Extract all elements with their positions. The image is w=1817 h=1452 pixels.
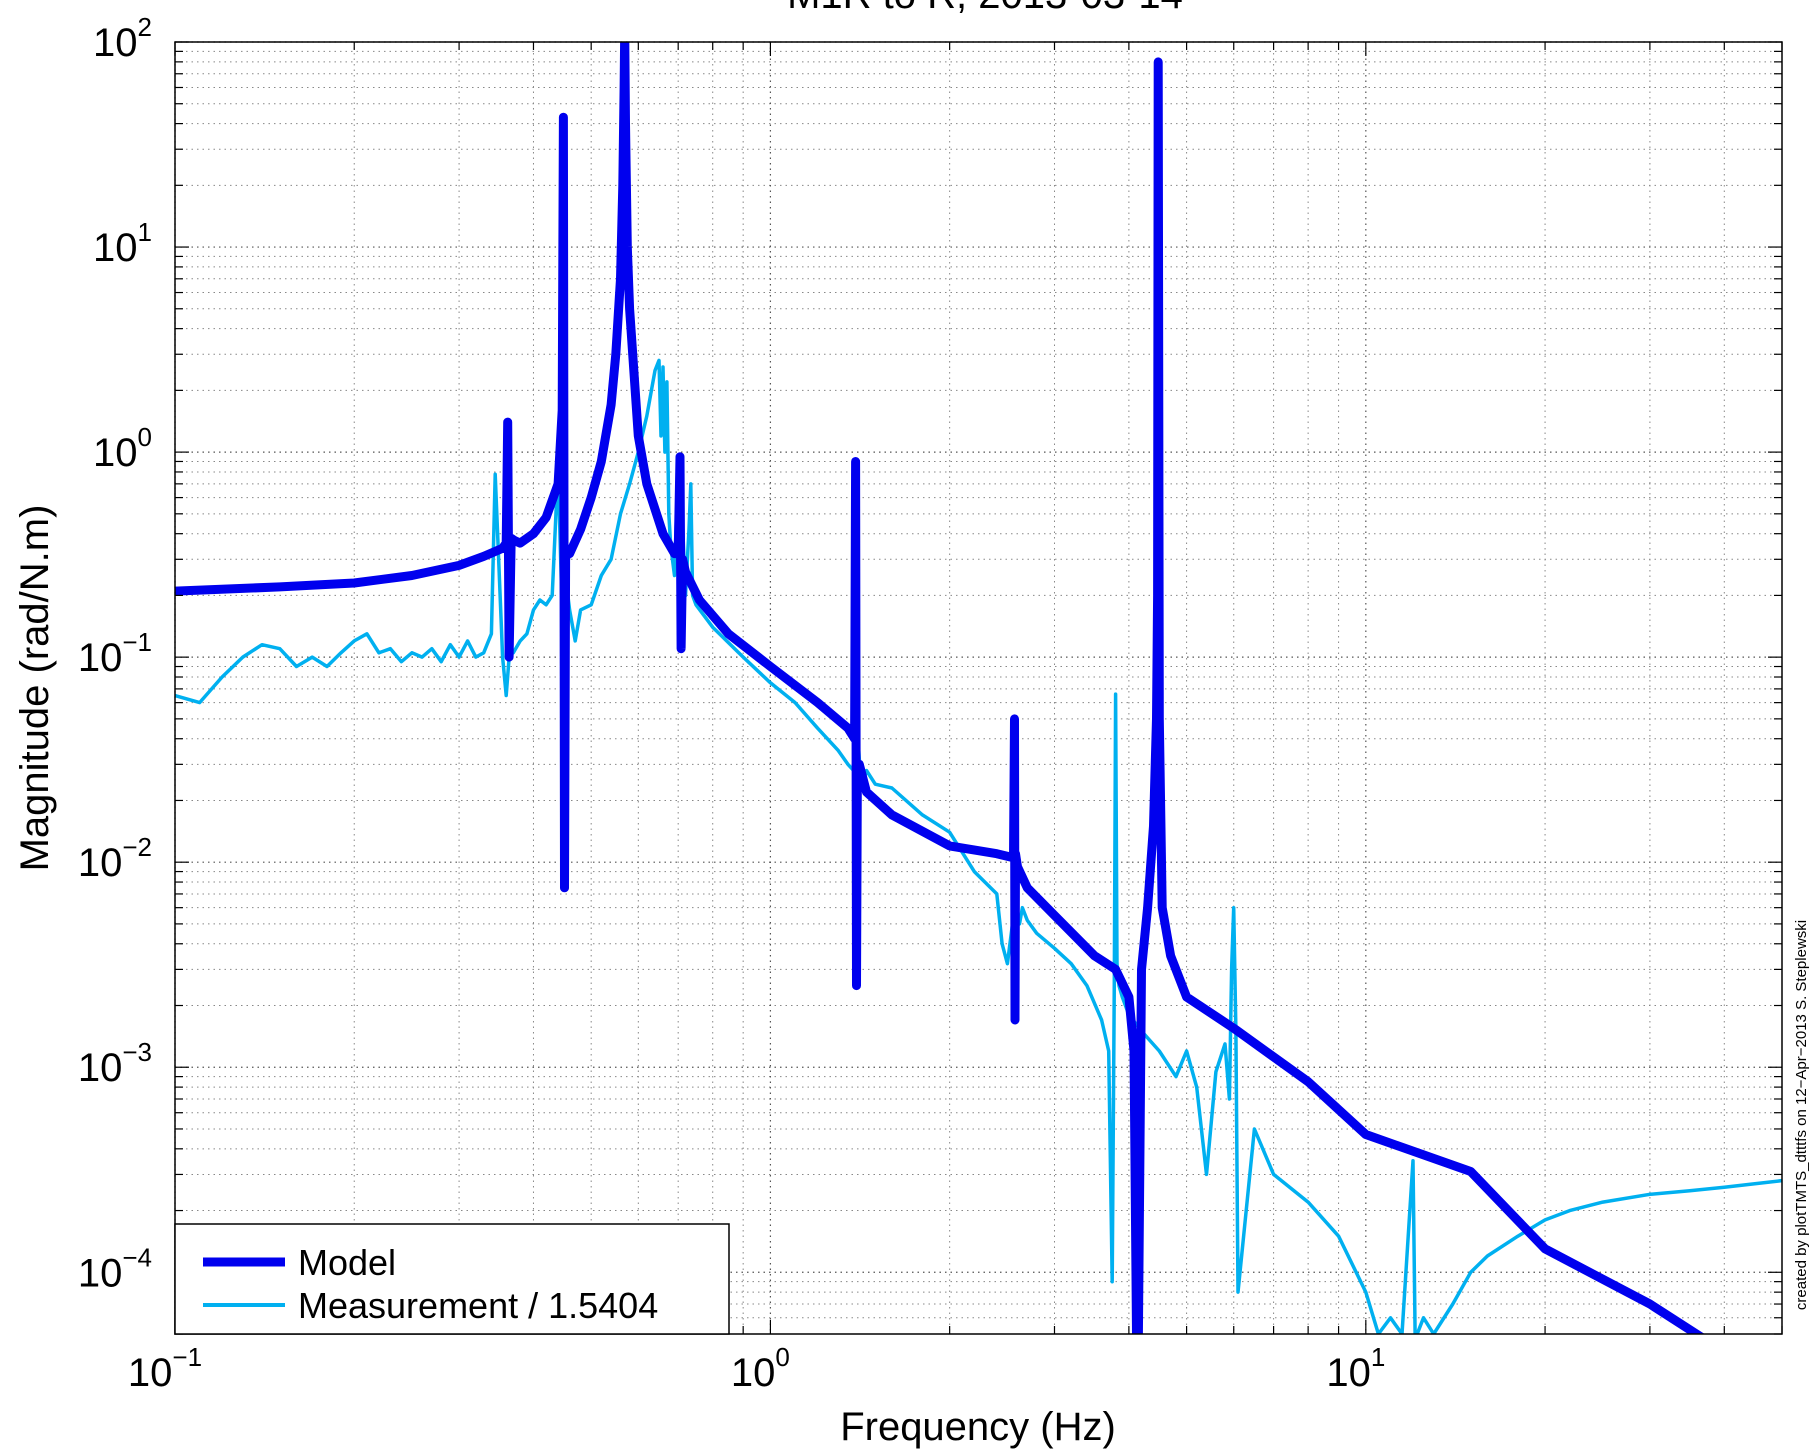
- chart-title: M1R to R, 2013-03-14: [787, 0, 1183, 17]
- series-line-measurement: [175, 358, 1782, 1334]
- legend: Model Measurement / 1.5404: [174, 1223, 730, 1335]
- y-tick-label: 10−3: [78, 1037, 152, 1090]
- x-tick-label: 10−1: [128, 1342, 202, 1395]
- legend-box: [174, 1223, 730, 1335]
- y-tick-label: 10−4: [78, 1242, 152, 1295]
- y-tick-label: 102: [93, 12, 152, 65]
- x-tick-label: 100: [731, 1342, 790, 1395]
- legend-label-model: Model: [298, 1242, 396, 1283]
- y-tick-label: 101: [93, 217, 152, 270]
- series-layer: [175, 42, 1782, 1334]
- legend-label-measurement: Measurement / 1.5404: [298, 1285, 658, 1326]
- series-line-model: [175, 42, 1705, 1334]
- y-tick-label: 100: [93, 422, 152, 475]
- tick-marks: [174, 41, 1783, 1335]
- minor-grid: [175, 42, 1783, 1335]
- x-axis-label: Frequency (Hz): [840, 1405, 1116, 1449]
- plot-area: [175, 42, 1782, 1334]
- x-tick-labels: 10−1 100 101: [128, 1342, 1385, 1395]
- plot-frame: [174, 41, 1783, 1335]
- x-tick-label: 101: [1326, 1342, 1385, 1395]
- y-tick-label: 10−1: [78, 627, 152, 680]
- credit-note: created by plotTMTS_dtttfs on 12−Apr−201…: [1793, 920, 1810, 1310]
- y-axis-label: Magnitude (rad/N.m): [13, 505, 57, 872]
- y-tick-labels: 10−4 10−3 10−2 10−1 100 101 102: [78, 12, 152, 1295]
- y-tick-label: 10−2: [78, 832, 152, 885]
